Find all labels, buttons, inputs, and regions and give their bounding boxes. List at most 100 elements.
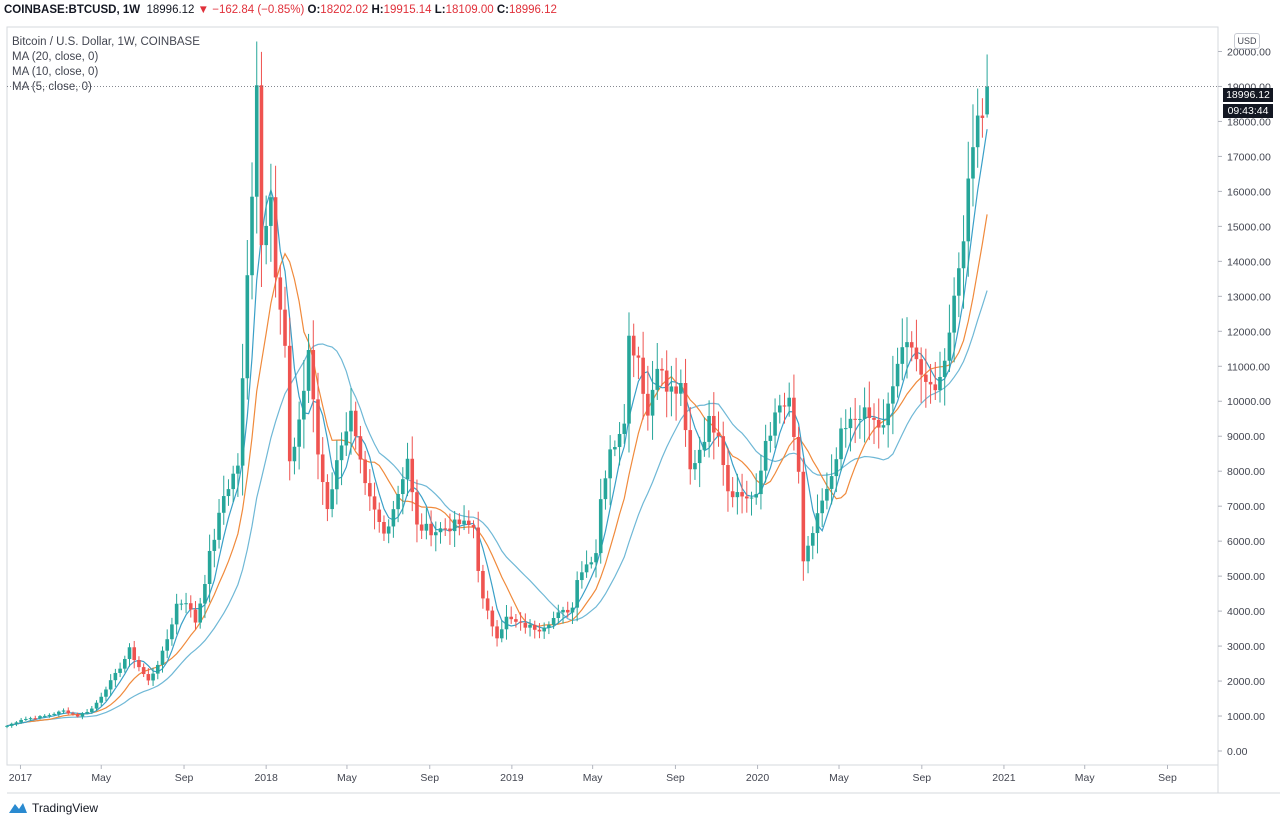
candle [952,277,956,363]
candle-body [306,350,311,391]
candle [320,437,325,505]
candle [608,435,612,506]
candle-body [132,647,137,661]
candle [551,611,556,629]
x-tick-label: Sep [420,772,439,784]
legend-ma10[interactable]: MA (10, close, 0) [12,66,99,78]
candle-body [118,668,122,673]
candle [405,442,410,497]
candle-body [613,447,617,450]
candle [782,392,787,424]
legend-ma20[interactable]: MA (20, close, 0) [12,51,99,63]
candle [52,712,56,716]
candle-body [254,85,259,197]
candle-body [415,492,419,525]
candle-body [938,376,942,391]
candle-body [391,509,396,527]
candle-body [542,627,546,632]
candle-body [815,513,820,534]
candle [123,655,127,673]
candle [702,417,707,457]
candle-body [174,603,179,625]
candle [839,417,843,472]
candle [61,708,66,714]
candle-body [386,526,391,534]
candle-body [151,673,155,681]
candle-body [198,603,202,623]
candle [269,163,273,262]
candle-body [52,713,56,715]
candle [278,265,283,335]
close-label: C: [496,4,509,16]
candle-body [792,397,796,437]
last-price: 18996.12 [146,4,195,16]
candle [236,453,240,497]
candle [924,348,928,408]
y-tick-label: 5000.00 [1227,571,1265,583]
candle-body [94,702,99,709]
candle-body [957,268,961,296]
candle [372,482,377,530]
candle-body [961,241,966,269]
candle-body [302,390,306,420]
legend-title[interactable]: Bitcoin / U.S. Dollar, 1W, COINBASE [12,36,200,48]
candle [547,621,551,635]
tradingview-brand[interactable]: TradingView [8,798,98,818]
candle [829,454,834,505]
candle-body [466,520,471,526]
candle [160,646,165,673]
candle [302,359,306,449]
candle-body [867,407,872,418]
x-tick-label: Sep [1158,772,1177,784]
candle-body [66,710,71,714]
candle-body [90,708,94,712]
y-tick-label: 2000.00 [1227,676,1265,688]
ma10-line [6,214,988,727]
candle [848,407,853,452]
currency-button[interactable]: USD [1234,33,1260,49]
x-tick-label: May [583,772,604,784]
candle [349,387,353,455]
candle-body [749,497,754,499]
candle [429,510,433,547]
symbol-title[interactable]: COINBASE:BTCUSD, 1W [4,4,141,16]
candle [419,513,424,539]
candle [735,473,740,515]
candle [966,141,971,277]
candle [212,528,217,568]
candle [523,613,528,634]
candle [481,564,485,609]
candle-body [372,496,377,510]
legend-ma5[interactable]: MA (5, close, 0) [12,81,92,93]
candle-body [787,397,792,407]
candle [858,405,862,439]
candle [514,614,518,628]
candle [660,358,664,386]
candle [853,397,857,444]
candle [292,437,297,475]
y-tick-label: 7000.00 [1227,501,1265,513]
candle-body [75,714,80,717]
candle [532,620,537,639]
candle-body [655,368,660,390]
candle [971,104,975,207]
candle [872,403,876,445]
candle-body [848,418,853,429]
candle [895,347,900,398]
candle [744,480,749,513]
candle-body [796,436,801,472]
candle [47,713,52,718]
candle [674,357,678,421]
candle-body [683,383,688,431]
candle [476,511,481,583]
candle-body [594,553,598,563]
candle-body [85,711,89,714]
candle-body [763,440,768,471]
candle [335,440,339,505]
candle [9,722,14,728]
candle-body [382,521,386,534]
candle-body [608,449,612,479]
candle [768,422,773,453]
candle [650,360,655,440]
